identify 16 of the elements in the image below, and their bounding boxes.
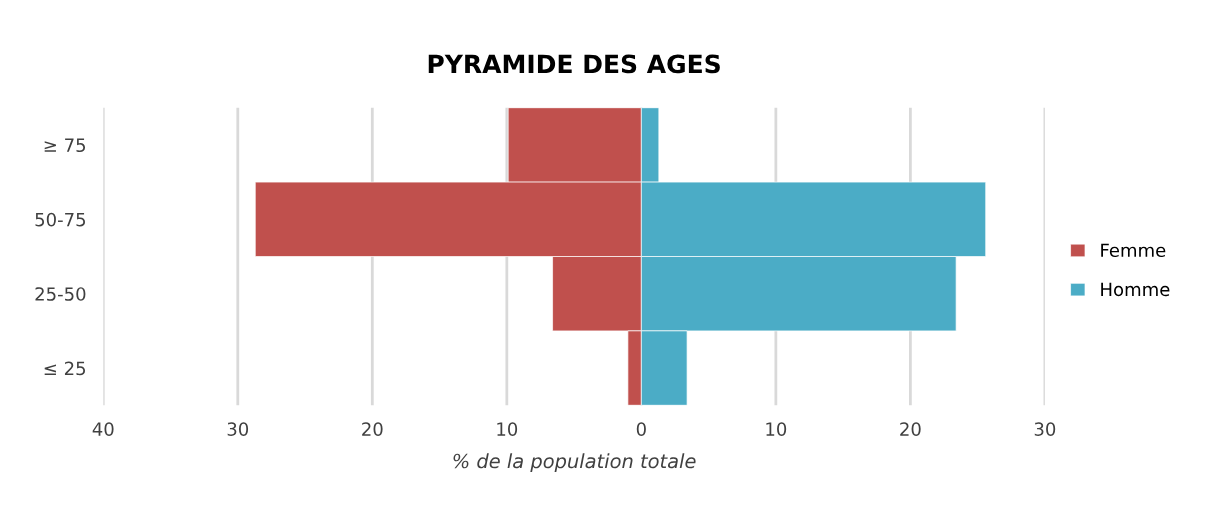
x-tick-label: 10 (766, 422, 787, 436)
y-tick-label: ≥ 75 (44, 138, 86, 153)
x-tick-label: 0 (636, 422, 646, 436)
y-tick-label: 25-50 (35, 287, 86, 301)
y-tick-label: 50-75 (35, 212, 86, 227)
y-tick-label: ≤ 25 (44, 361, 86, 376)
chart-title: PYRAMIDE DES AGES (428, 54, 720, 74)
legend-label: Homme (1101, 282, 1170, 297)
x-tick-label: 20 (900, 422, 921, 436)
x-tick-label: 40 (92, 422, 114, 436)
x-tick-label: 10 (497, 422, 518, 436)
x-tick-label: 30 (1034, 422, 1056, 436)
legend-label: Femme (1101, 243, 1166, 258)
x-axis-title: % de la population totale (453, 453, 696, 473)
x-tick-label: 20 (362, 422, 383, 436)
x-tick-label: 30 (227, 422, 249, 436)
